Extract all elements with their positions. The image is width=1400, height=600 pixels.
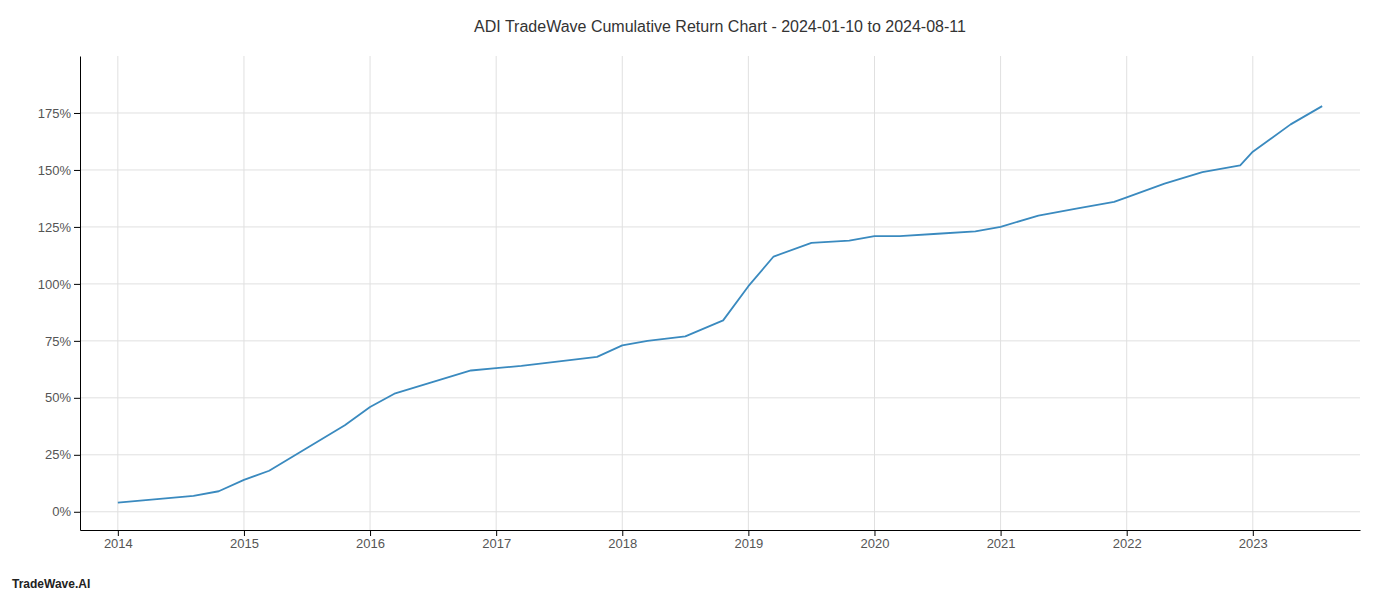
y-tick-mark: [74, 170, 80, 171]
x-tick: 2017: [482, 530, 511, 551]
x-tick-label: 2022: [1113, 536, 1142, 551]
x-tick-mark: [496, 530, 497, 536]
x-tick-mark: [118, 530, 119, 536]
line: [118, 106, 1322, 503]
x-tick-mark: [874, 530, 875, 536]
y-axis-line: [80, 57, 81, 531]
y-tick-label: 0%: [52, 504, 71, 519]
y-tick: 175%: [38, 106, 80, 121]
x-tick-label: 2021: [987, 536, 1016, 551]
y-tick: 75%: [45, 334, 80, 349]
x-tick: 2015: [230, 530, 259, 551]
y-tick-mark: [74, 455, 80, 456]
x-tick-label: 2020: [861, 536, 890, 551]
lines: [118, 106, 1322, 503]
x-tick: 2021: [987, 530, 1016, 551]
x-grid-line: [1000, 56, 1001, 530]
x-grid-line: [117, 56, 118, 530]
y-tick-mark: [74, 284, 80, 285]
x-tick-mark: [1253, 530, 1254, 536]
y-grid-line: [80, 283, 1360, 284]
x-tick-mark: [1127, 530, 1128, 536]
grid: [80, 56, 1360, 530]
y-tick: 0%: [52, 504, 80, 519]
y-tick: 150%: [38, 163, 80, 178]
y-grid-line: [80, 397, 1360, 398]
x-tick: 2023: [1239, 530, 1268, 551]
y-grid-line: [80, 340, 1360, 341]
y-tick-label: 100%: [38, 277, 72, 292]
y-tick-mark: [74, 398, 80, 399]
x-grid-line: [243, 56, 244, 530]
x-tick: 2016: [356, 530, 385, 551]
y-tick: 50%: [45, 390, 80, 405]
x-tick-mark: [748, 530, 749, 536]
title: ADI TradeWave Cumulative Return Chart - …: [474, 18, 966, 35]
y-axis: 0% 25% 50% 75% 100% 125% 150% 175%: [38, 57, 81, 531]
x-tick: 2018: [608, 530, 637, 551]
y-tick-mark: [74, 113, 80, 114]
y-tick-mark: [74, 341, 80, 342]
y-tick-label: 175%: [38, 106, 72, 121]
x-grid-line: [496, 56, 497, 530]
y-tick-label: 125%: [38, 220, 72, 235]
x-grid-line: [1252, 56, 1253, 530]
x-tick-mark: [370, 530, 371, 536]
x-axis-line: [81, 530, 1361, 531]
y-tick: 25%: [45, 447, 80, 462]
x-tick-label: 2017: [482, 536, 511, 551]
x-tick-mark: [622, 530, 623, 536]
x-tick-label: 2016: [356, 536, 385, 551]
plot: 2014 2015 2016 2017 2018 2019 2020 2021 2022 2023…: [38, 56, 1361, 551]
x-grid-line: [1126, 56, 1127, 530]
x-grid-line: [748, 56, 749, 530]
y-tick-label: 25%: [45, 447, 71, 462]
y-tick-label: 50%: [45, 390, 71, 405]
x-tick-mark: [244, 530, 245, 536]
x-tick-label: 2015: [230, 536, 259, 551]
x-tick: 2019: [734, 530, 763, 551]
x-tick-label: 2014: [104, 536, 133, 551]
y-tick: 100%: [38, 277, 80, 292]
x-tick-label: 2019: [734, 536, 763, 551]
x-grid-line: [370, 56, 371, 530]
x-tick: 2014: [104, 530, 133, 551]
y-tick-label: 75%: [45, 334, 71, 349]
x-tick-mark: [1001, 530, 1002, 536]
x-tick: 2022: [1113, 530, 1142, 551]
y-grid-line: [80, 169, 1360, 170]
x-tick-label: 2018: [608, 536, 637, 551]
x-tick-label: 2023: [1239, 536, 1268, 551]
y-tick-label: 150%: [38, 163, 72, 178]
y-grid-line: [80, 112, 1360, 113]
x-grid-line: [622, 56, 623, 530]
y-grid-line: [80, 226, 1360, 227]
y-tick-mark: [74, 227, 80, 228]
x-grid-line: [874, 56, 875, 530]
x-axis: 2014 2015 2016 2017 2018 2019 2020 2021 2022 2023: [81, 530, 1361, 551]
y-grid-line: [80, 454, 1360, 455]
y-grid-line: [80, 511, 1360, 512]
x-tick: 2020: [861, 530, 890, 551]
y-tick-mark: [74, 512, 80, 513]
chart: 2014 2015 2016 2017 2018 2019 2020 2021 2022 2023…: [0, 0, 1400, 600]
y-tick: 125%: [38, 220, 80, 235]
watermark: TradeWave.AI: [12, 577, 90, 591]
